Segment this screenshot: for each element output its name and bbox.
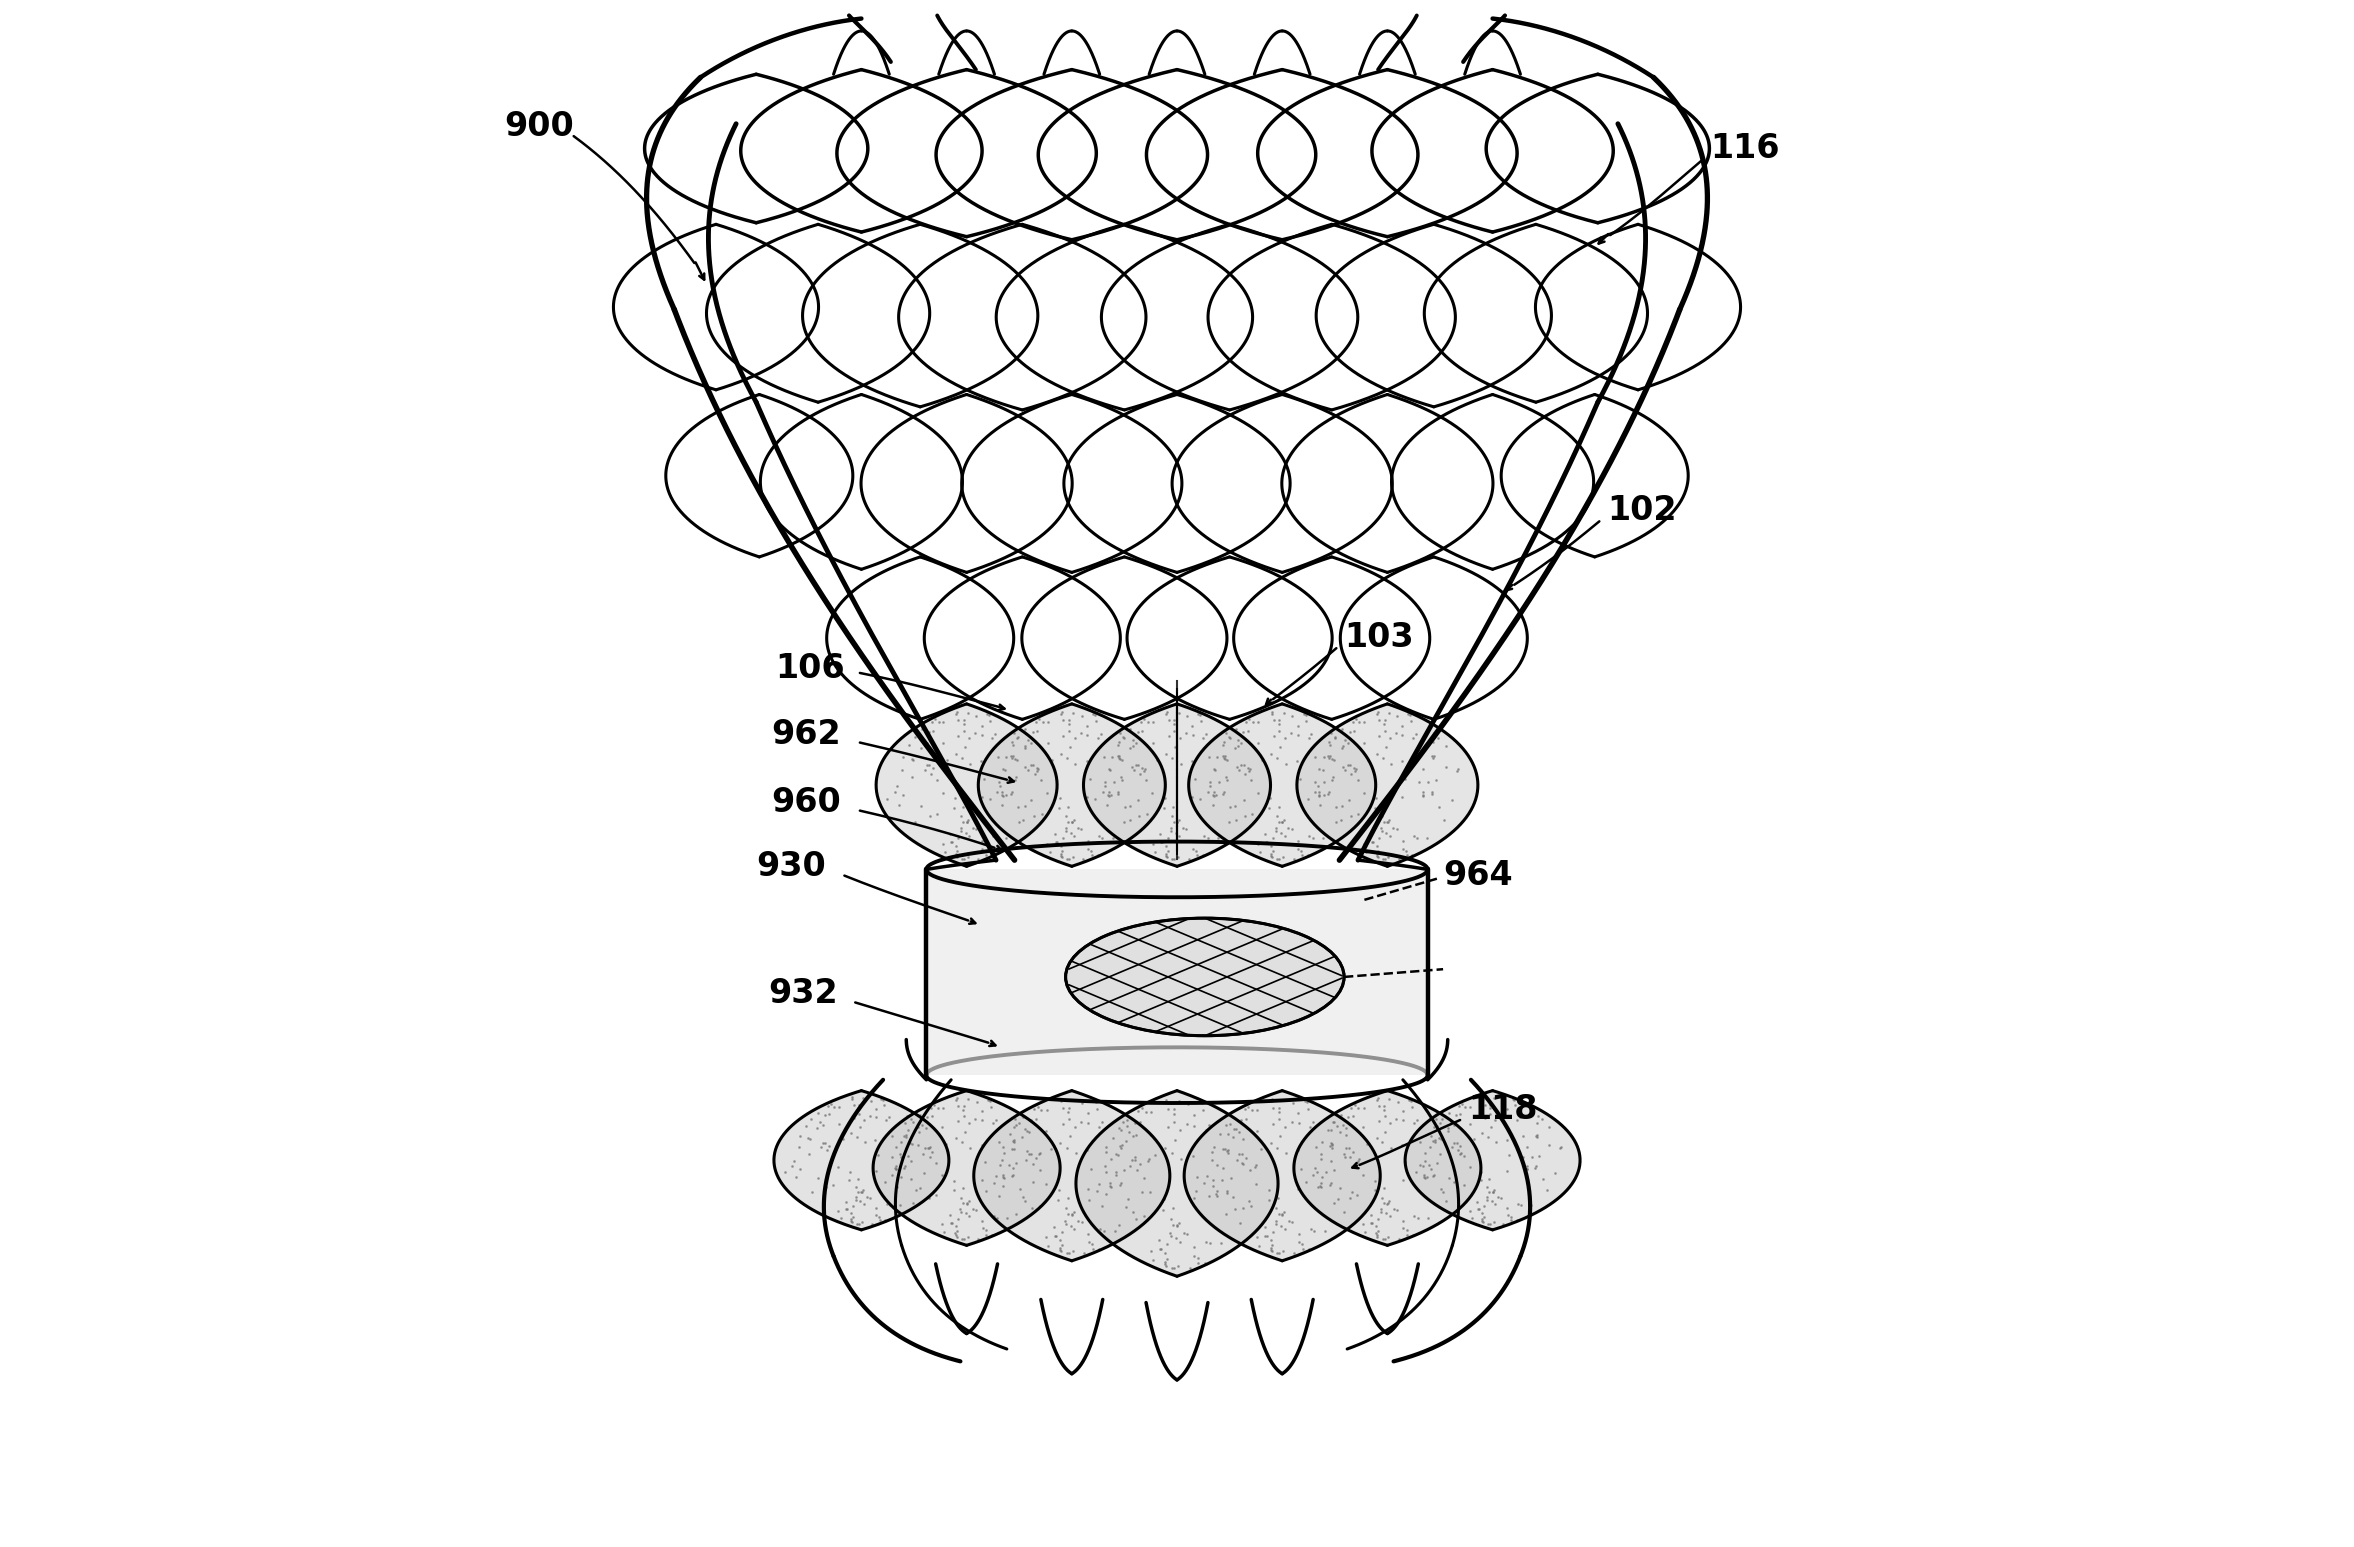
Text: 900: 900: [504, 110, 574, 144]
Ellipse shape: [1066, 919, 1344, 1036]
Text: 106: 106: [774, 651, 845, 685]
Polygon shape: [1083, 704, 1271, 866]
Polygon shape: [1297, 704, 1478, 866]
Text: 930: 930: [756, 849, 826, 883]
Text: 103: 103: [1344, 620, 1415, 654]
Text: 962: 962: [772, 718, 840, 752]
Polygon shape: [1295, 1091, 1481, 1245]
Text: 102: 102: [1608, 493, 1676, 528]
Text: 932: 932: [770, 976, 838, 1010]
Text: 964: 964: [1443, 859, 1514, 893]
Text: 960: 960: [772, 786, 840, 820]
Polygon shape: [1189, 704, 1375, 866]
Polygon shape: [927, 869, 1427, 1075]
Polygon shape: [774, 1091, 949, 1230]
Polygon shape: [873, 1091, 1059, 1245]
Polygon shape: [1184, 1091, 1379, 1261]
Polygon shape: [979, 704, 1165, 866]
Polygon shape: [1076, 1091, 1278, 1276]
Polygon shape: [1405, 1091, 1580, 1230]
Text: 116: 116: [1711, 131, 1780, 166]
Text: 118: 118: [1469, 1092, 1537, 1126]
Polygon shape: [975, 1091, 1170, 1261]
Polygon shape: [876, 704, 1057, 866]
